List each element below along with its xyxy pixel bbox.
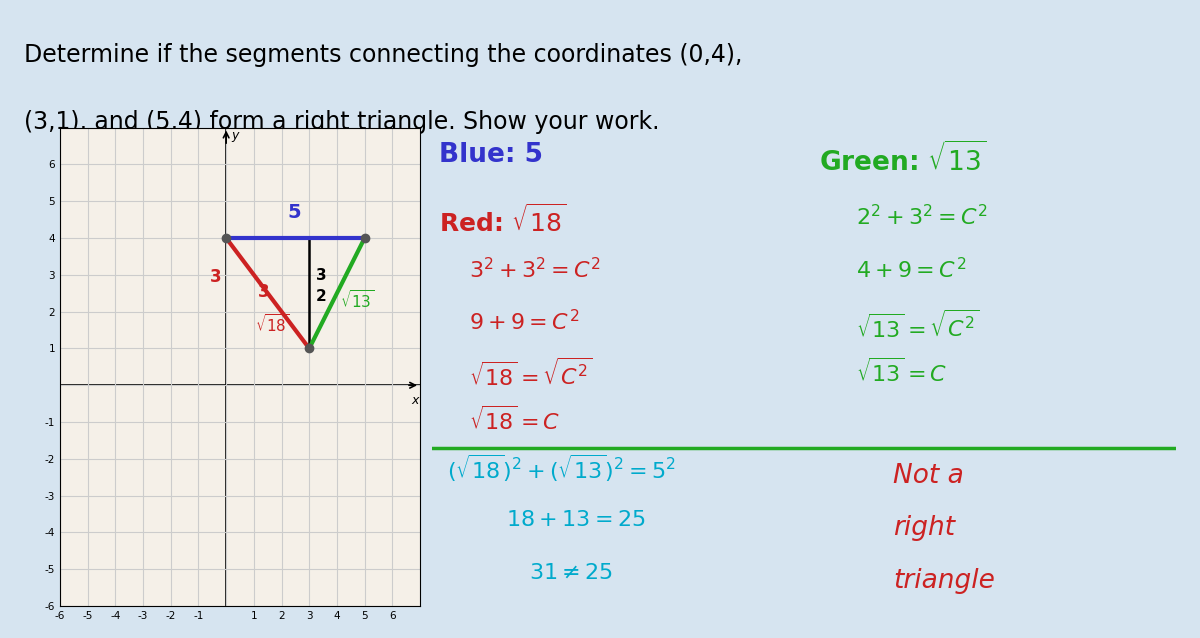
Text: 3: 3 xyxy=(210,268,221,286)
Text: right: right xyxy=(893,516,955,541)
Text: $2^2 + 3^2 = C^2$: $2^2 + 3^2 = C^2$ xyxy=(856,204,988,229)
Text: y: y xyxy=(232,129,239,142)
Text: 2: 2 xyxy=(316,288,326,304)
Text: $\sqrt{18} = \sqrt{C^2}$: $\sqrt{18} = \sqrt{C^2}$ xyxy=(469,357,593,390)
Text: $\sqrt{18} = C$: $\sqrt{18} = C$ xyxy=(469,405,560,434)
Text: triangle: triangle xyxy=(893,568,995,594)
Text: 3: 3 xyxy=(316,269,326,283)
Text: $\sqrt{18}$: $\sqrt{18}$ xyxy=(256,313,290,335)
Text: $\sqrt{13} = C$: $\sqrt{13} = C$ xyxy=(856,357,948,386)
Text: $18 + 13 = 25$: $18 + 13 = 25$ xyxy=(506,510,646,530)
Text: $\sqrt{13}$: $\sqrt{13}$ xyxy=(340,289,374,311)
Text: Blue: 5: Blue: 5 xyxy=(439,142,544,168)
Text: $31 \neq 25$: $31 \neq 25$ xyxy=(529,563,613,583)
Text: $(\sqrt{18})^2 + (\sqrt{13})^2 = 5^2$: $(\sqrt{18})^2 + (\sqrt{13})^2 = 5^2$ xyxy=(446,453,676,484)
Text: (3,1), and (5,4) form a right triangle. Show your work.: (3,1), and (5,4) form a right triangle. … xyxy=(24,110,659,134)
Text: $4 + 9 = C^2$: $4 + 9 = C^2$ xyxy=(856,257,966,282)
Text: x: x xyxy=(412,394,419,406)
Text: Green: $\sqrt{13}$: Green: $\sqrt{13}$ xyxy=(818,142,986,177)
Text: 5: 5 xyxy=(287,203,301,222)
Text: Red: $\sqrt{18}$: Red: $\sqrt{18}$ xyxy=(439,204,566,237)
Text: $9 + 9 = C^2$: $9 + 9 = C^2$ xyxy=(469,309,580,334)
Text: $3^2 + 3^2 = C^2$: $3^2 + 3^2 = C^2$ xyxy=(469,257,601,282)
Text: $\sqrt{13} = \sqrt{C^2}$: $\sqrt{13} = \sqrt{C^2}$ xyxy=(856,309,980,342)
Text: Not a: Not a xyxy=(893,463,964,489)
Text: Determine if the segments connecting the coordinates (0,4),: Determine if the segments connecting the… xyxy=(24,43,742,68)
Text: 3: 3 xyxy=(258,283,270,301)
